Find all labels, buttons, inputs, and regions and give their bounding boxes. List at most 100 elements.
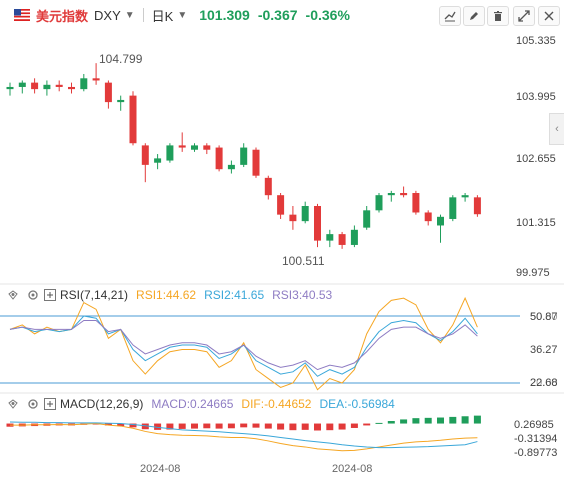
candle-body bbox=[400, 193, 408, 196]
rsi-header: RSI(7,14,21) RSI1:44.62 RSI2:41.65 RSI3:… bbox=[0, 286, 332, 304]
trash-icon[interactable] bbox=[487, 6, 509, 26]
macd-tick: 0.26985 bbox=[514, 419, 554, 431]
macd-bar bbox=[289, 423, 297, 431]
candle-body bbox=[166, 145, 174, 161]
macd-bar bbox=[129, 423, 137, 428]
rsi3-value: RSI3:40.53 bbox=[272, 288, 333, 302]
candle-body bbox=[424, 212, 432, 222]
us-flag-icon bbox=[14, 9, 30, 21]
price-axis: 105.335 103.995 102.655 101.315 99.975 bbox=[516, 35, 556, 279]
rsi3-line bbox=[9, 319, 478, 371]
rsi2-line bbox=[9, 315, 478, 377]
rsi-tick: 22.68 bbox=[530, 377, 558, 389]
macd-axis: 0.26985 -0.31394 -0.89773 bbox=[514, 419, 557, 459]
candle-body bbox=[412, 193, 420, 213]
macd-bar bbox=[449, 416, 457, 424]
rsi-tick: 20.00 bbox=[530, 377, 558, 389]
chevron-down-icon[interactable]: ▼ bbox=[177, 9, 188, 21]
candle-body bbox=[375, 195, 383, 211]
symbol-code[interactable]: DXY bbox=[94, 7, 121, 23]
candle-body bbox=[473, 197, 481, 215]
candle-body bbox=[301, 205, 309, 222]
candle-body bbox=[387, 193, 395, 196]
candle-body bbox=[240, 147, 248, 165]
collapse-icon[interactable] bbox=[44, 398, 56, 410]
close-icon[interactable] bbox=[538, 6, 560, 26]
macd-bar bbox=[252, 423, 260, 428]
macd-bar bbox=[104, 423, 112, 426]
rsi-name: RSI(7,14,21) bbox=[60, 288, 129, 302]
dif-line bbox=[10, 423, 478, 452]
macd-bar bbox=[387, 421, 395, 424]
symbol-name[interactable]: 美元指数 bbox=[36, 8, 89, 24]
dea-value: DEA:-0.56984 bbox=[319, 397, 395, 411]
rsi-tick: 50.00 bbox=[530, 311, 558, 323]
macd-tick: -0.31394 bbox=[514, 433, 557, 445]
rsi-tick: 36.27 bbox=[530, 344, 558, 356]
dif-value: DIF:-0.44652 bbox=[241, 397, 312, 411]
macd-bar bbox=[117, 423, 125, 427]
price-tick: 102.655 bbox=[516, 153, 556, 165]
macd-bar bbox=[264, 423, 272, 429]
macd-bar bbox=[154, 423, 162, 430]
candle-body bbox=[129, 95, 137, 144]
candle-body bbox=[350, 229, 358, 245]
candle-body bbox=[68, 86, 75, 90]
macd-bar bbox=[473, 415, 481, 424]
macd-layer bbox=[6, 415, 481, 452]
candle-body bbox=[191, 145, 198, 150]
candle-body bbox=[326, 234, 334, 241]
high-marker-label: 104.799 bbox=[99, 52, 143, 66]
fullscreen-icon[interactable] bbox=[513, 6, 535, 26]
price-tick: 103.995 bbox=[516, 91, 556, 103]
macd-bar bbox=[191, 423, 198, 429]
macd-bar bbox=[178, 423, 186, 429]
macd-bar bbox=[363, 423, 371, 426]
candles-layer bbox=[6, 63, 481, 249]
rsi-tick: 50.87 bbox=[530, 311, 558, 323]
macd-bar bbox=[400, 419, 408, 424]
macd-bar bbox=[166, 423, 174, 430]
macd-value: MACD:0.24665 bbox=[151, 397, 234, 411]
candle-body bbox=[449, 197, 457, 219]
x-axis-label: 2024-08 bbox=[140, 463, 180, 475]
period-selector[interactable]: 日K bbox=[151, 8, 174, 24]
expand-panel-icon[interactable]: ‹ bbox=[549, 113, 564, 145]
candle-body bbox=[141, 145, 149, 165]
candle-body bbox=[178, 145, 186, 148]
macd-bar bbox=[240, 423, 248, 428]
candle-body bbox=[289, 214, 297, 222]
price-tick: 99.975 bbox=[516, 267, 550, 279]
chevron-down-icon[interactable]: ▼ bbox=[124, 9, 135, 21]
candle-body bbox=[203, 145, 211, 150]
low-marker-label: 100.511 bbox=[282, 254, 325, 268]
settings-icon[interactable] bbox=[26, 397, 40, 411]
settings-icon[interactable] bbox=[26, 288, 40, 302]
macd-bar bbox=[437, 417, 444, 424]
macd-bar bbox=[350, 423, 358, 428]
dea-line bbox=[9, 421, 478, 449]
candle-body bbox=[338, 234, 346, 245]
price-change: -0.367 bbox=[257, 7, 298, 23]
pencil-icon[interactable] bbox=[463, 6, 485, 26]
candle-body bbox=[252, 149, 260, 176]
eye-icon[interactable] bbox=[6, 288, 20, 302]
price-tick: 101.315 bbox=[516, 217, 556, 229]
macd-bar bbox=[338, 423, 346, 430]
macd-name: MACD(12,26,9) bbox=[60, 397, 144, 411]
eye-icon[interactable] bbox=[6, 397, 20, 411]
price-change-pct: -0.36% bbox=[305, 7, 350, 23]
macd-bar bbox=[461, 416, 469, 424]
rsi1-line bbox=[9, 296, 478, 391]
candle-body bbox=[363, 210, 371, 228]
macd-bar bbox=[203, 423, 211, 429]
candle-body bbox=[277, 195, 285, 215]
candle-body bbox=[43, 84, 51, 90]
macd-bar bbox=[326, 423, 334, 431]
collapse-icon[interactable] bbox=[44, 289, 56, 301]
draw-line-icon[interactable] bbox=[439, 6, 461, 26]
macd-bar bbox=[227, 423, 235, 429]
macd-bar bbox=[424, 417, 432, 424]
candle-body bbox=[215, 147, 223, 170]
